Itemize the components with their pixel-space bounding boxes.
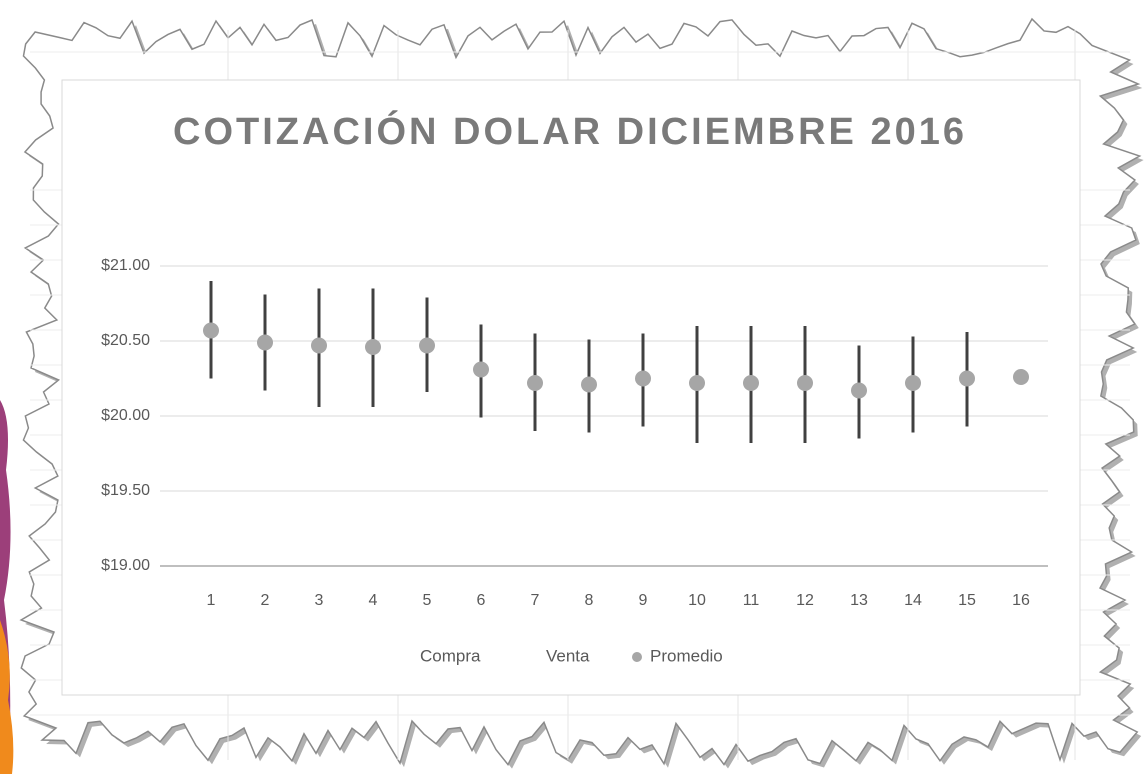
x-tick-label: 1 (207, 592, 216, 609)
legend-label: Venta (546, 646, 590, 665)
x-tick-label: 16 (1012, 592, 1030, 609)
y-tick-label: $20.50 (101, 332, 150, 349)
average-point (527, 375, 543, 391)
x-tick-label: 10 (688, 592, 706, 609)
x-tick-label: 14 (904, 592, 922, 609)
background (0, 400, 14, 774)
x-tick-label: 12 (796, 592, 814, 609)
legend-marker (632, 652, 642, 662)
x-tick-label: 8 (585, 592, 594, 609)
average-point (203, 322, 219, 339)
x-tick-label: 9 (639, 592, 648, 609)
decoration (0, 620, 14, 774)
legend-label: Promedio (650, 646, 723, 665)
x-tick-label: 4 (369, 592, 378, 609)
average-point (419, 337, 435, 354)
y-tick-label: $19.00 (101, 557, 150, 574)
x-tick-label: 6 (477, 592, 486, 609)
average-point (257, 334, 273, 351)
average-point (905, 375, 921, 391)
average-point (581, 376, 597, 393)
average-point (959, 370, 975, 387)
average-point (473, 361, 489, 378)
legend-label: Compra (420, 646, 481, 665)
average-point (689, 375, 705, 391)
x-tick-label: 5 (423, 592, 432, 609)
x-tick-label: 15 (958, 592, 976, 609)
x-tick-label: 3 (315, 592, 324, 609)
average-point (365, 339, 381, 355)
x-tick-label: 11 (743, 592, 760, 609)
average-point (797, 375, 813, 391)
y-tick-label: $19.50 (101, 482, 150, 499)
x-tick-label: 13 (850, 592, 868, 609)
average-point (1013, 369, 1029, 385)
x-tick-label: 7 (531, 592, 540, 609)
average-point (743, 375, 759, 391)
average-point (851, 382, 867, 399)
chart-title: COTIZACIÓN DOLAR DICIEMBRE 2016 (173, 111, 967, 153)
y-tick-label: $20.00 (101, 407, 150, 424)
y-tick-label: $21.00 (101, 257, 150, 274)
average-point (635, 370, 651, 387)
average-point (311, 337, 327, 354)
x-tick-label: 2 (261, 592, 270, 609)
